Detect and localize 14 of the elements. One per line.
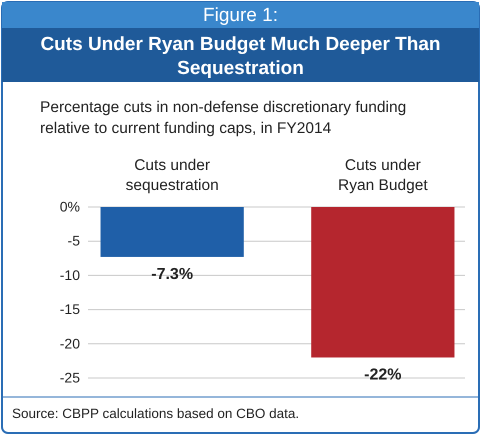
y-tick-label: -5 [68,232,80,249]
x-tick-label: Cuts under sequestration [126,157,219,194]
y-tick-label: -20 [60,335,80,352]
y-tick-label: -10 [60,266,80,283]
y-tick-label: 0% [60,198,80,214]
chart-title: Cuts Under Ryan Budget Much Deeper Than Sequestration [40,34,441,79]
y-tick-label: -15 [60,301,80,318]
data-label: -22% [364,366,402,384]
source-note: Source: CBPP calculations based on CBO data. [12,406,300,421]
caption: Figure 1: [203,5,278,26]
y-tick-label: -25 [60,369,80,386]
x-tick-label: Cuts under Ryan Budget [338,157,428,194]
data-label: -7.3% [151,266,194,283]
chart-subtitle: Percentage cuts in non-defense discretionary funding relative to current funding caps, in FY2014 [40,99,406,137]
